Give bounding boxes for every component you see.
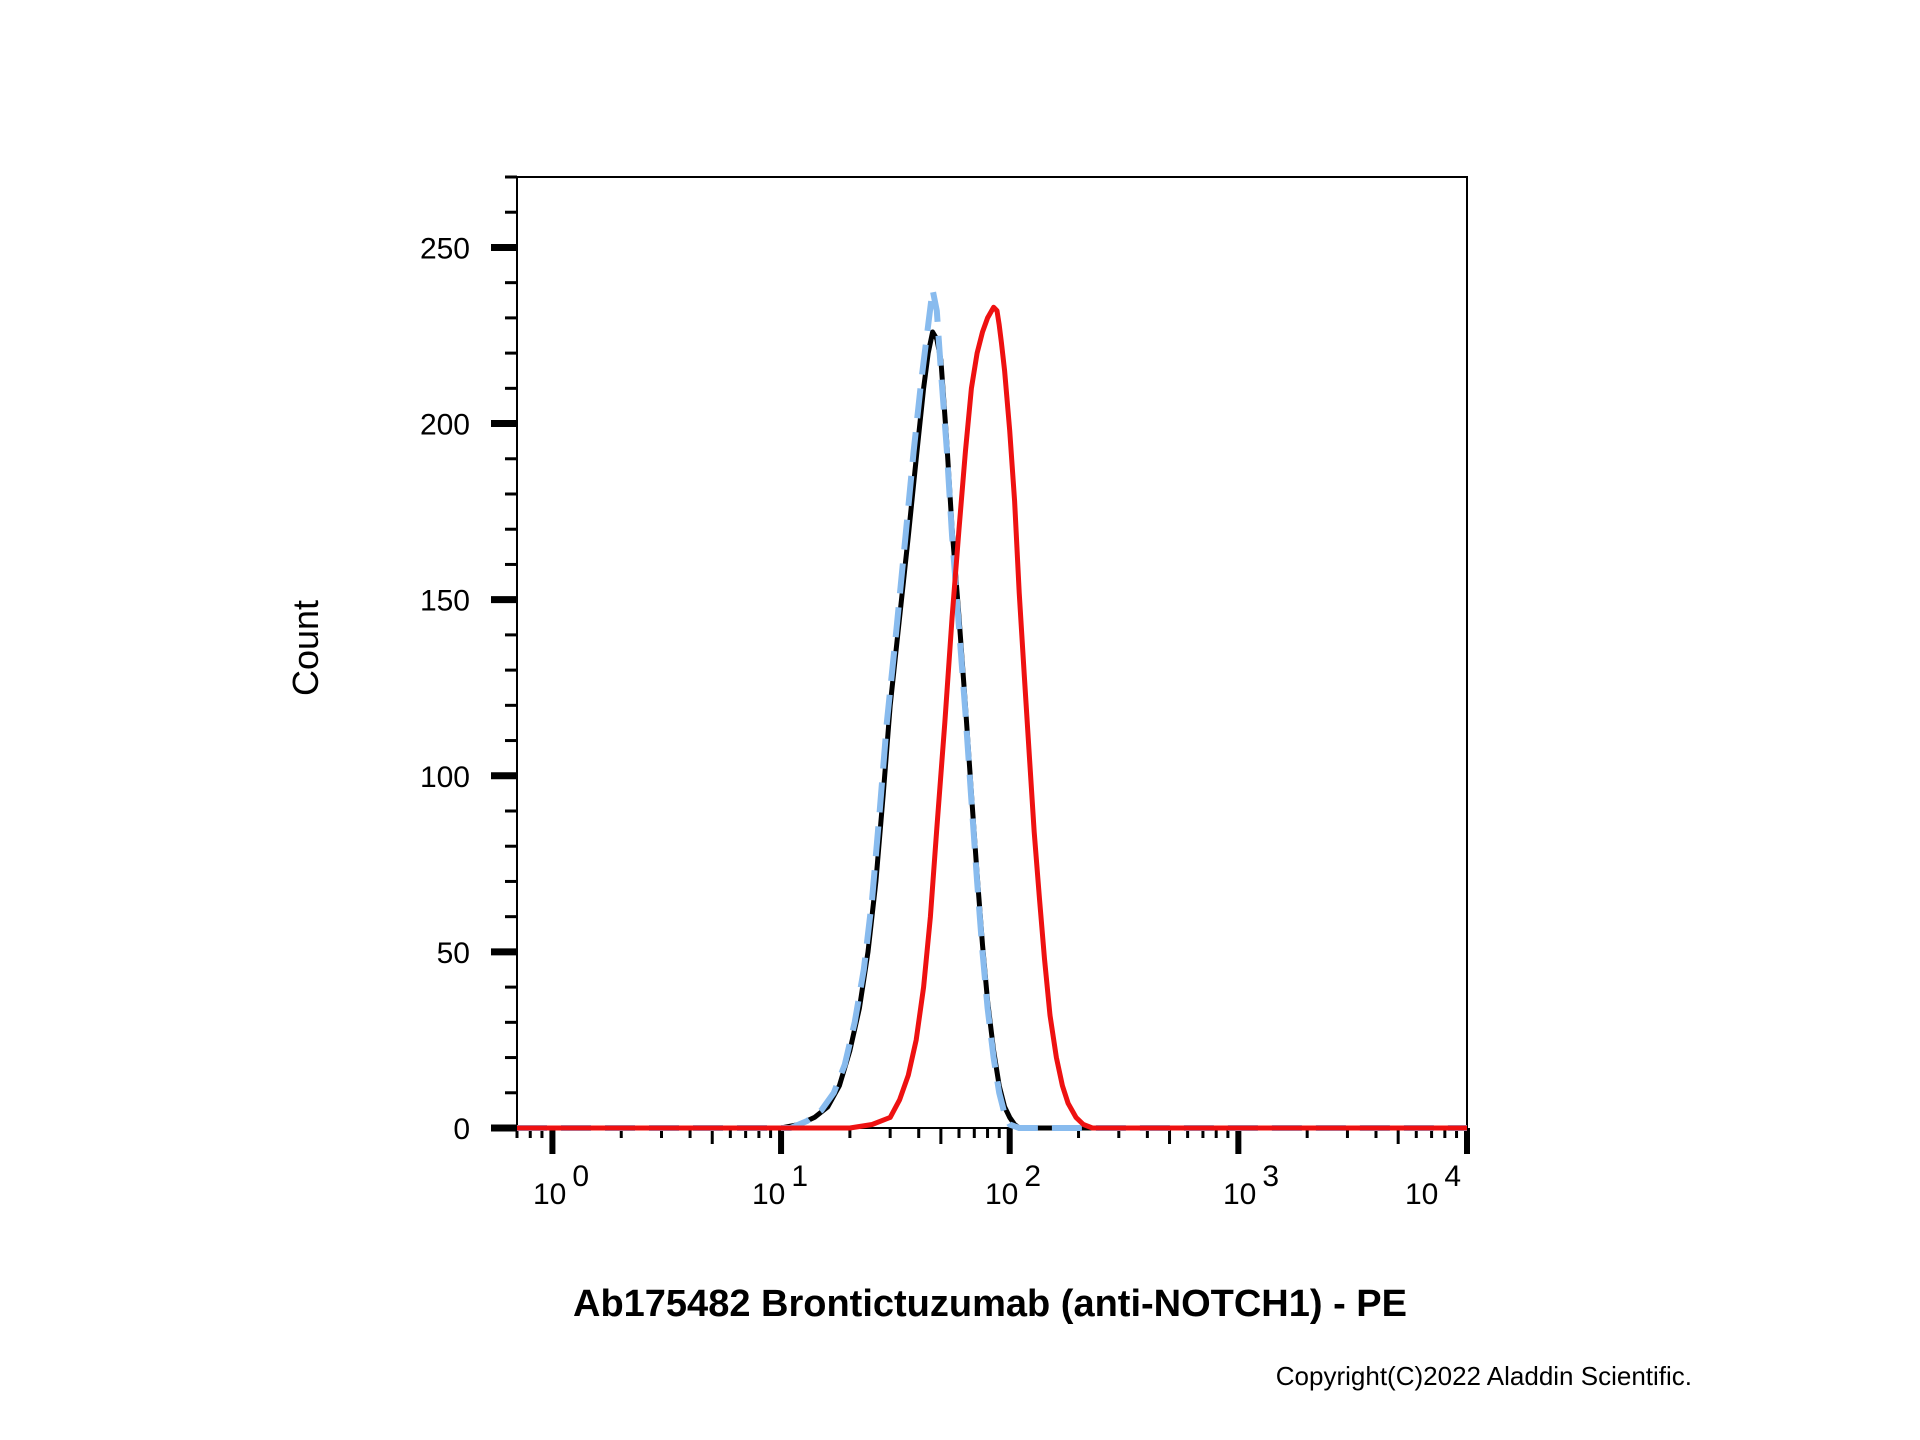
x-tick-label: 104 bbox=[1405, 1160, 1461, 1211]
x-tick-label-base: 10 bbox=[985, 1178, 1018, 1211]
y-axis-ticks bbox=[491, 175, 517, 1132]
plot-frame bbox=[516, 176, 1468, 1129]
x-tick-label-base: 10 bbox=[533, 1178, 566, 1211]
y-tick-labels: 0 50 100 150 200 250 bbox=[420, 232, 470, 1146]
y-tick-label: 50 bbox=[437, 937, 470, 970]
x-tick-label: 100 bbox=[533, 1160, 589, 1211]
y-axis-label: Count bbox=[285, 600, 326, 696]
y-tick-label: 250 bbox=[420, 232, 470, 265]
x-tick-label: 102 bbox=[985, 1160, 1041, 1211]
x-axis-ticks bbox=[515, 1128, 1470, 1154]
histogram-series-line-3 bbox=[517, 304, 1467, 1131]
x-tick-label: 103 bbox=[1223, 1160, 1279, 1211]
x-tick-label-exponent: 3 bbox=[1262, 1160, 1279, 1193]
x-tick-label-base: 10 bbox=[752, 1178, 785, 1211]
x-tick-label-exponent: 2 bbox=[1024, 1160, 1041, 1193]
histogram-series-line-1 bbox=[517, 329, 1467, 1131]
y-tick-label: 200 bbox=[420, 409, 470, 442]
x-tick-label-exponent: 4 bbox=[1444, 1160, 1461, 1193]
x-tick-label-exponent: 1 bbox=[791, 1160, 808, 1193]
y-tick-label: 0 bbox=[453, 1113, 470, 1146]
copyright-text: Copyright(C)2022 Aladdin Scientific. bbox=[1276, 1361, 1692, 1391]
histogram-series bbox=[517, 286, 1467, 1131]
x-tick-label-base: 10 bbox=[1223, 1178, 1256, 1211]
x-axis-label: Ab175482 Brontictuzumab (anti-NOTCH1) - … bbox=[573, 1283, 1407, 1325]
histogram-series-line-2 bbox=[517, 286, 1467, 1131]
x-tick-label-base: 10 bbox=[1405, 1178, 1438, 1211]
x-tick-label: 101 bbox=[752, 1160, 808, 1211]
y-tick-label: 100 bbox=[420, 761, 470, 794]
x-tick-label-exponent: 0 bbox=[572, 1160, 589, 1193]
y-tick-label: 150 bbox=[420, 585, 470, 618]
